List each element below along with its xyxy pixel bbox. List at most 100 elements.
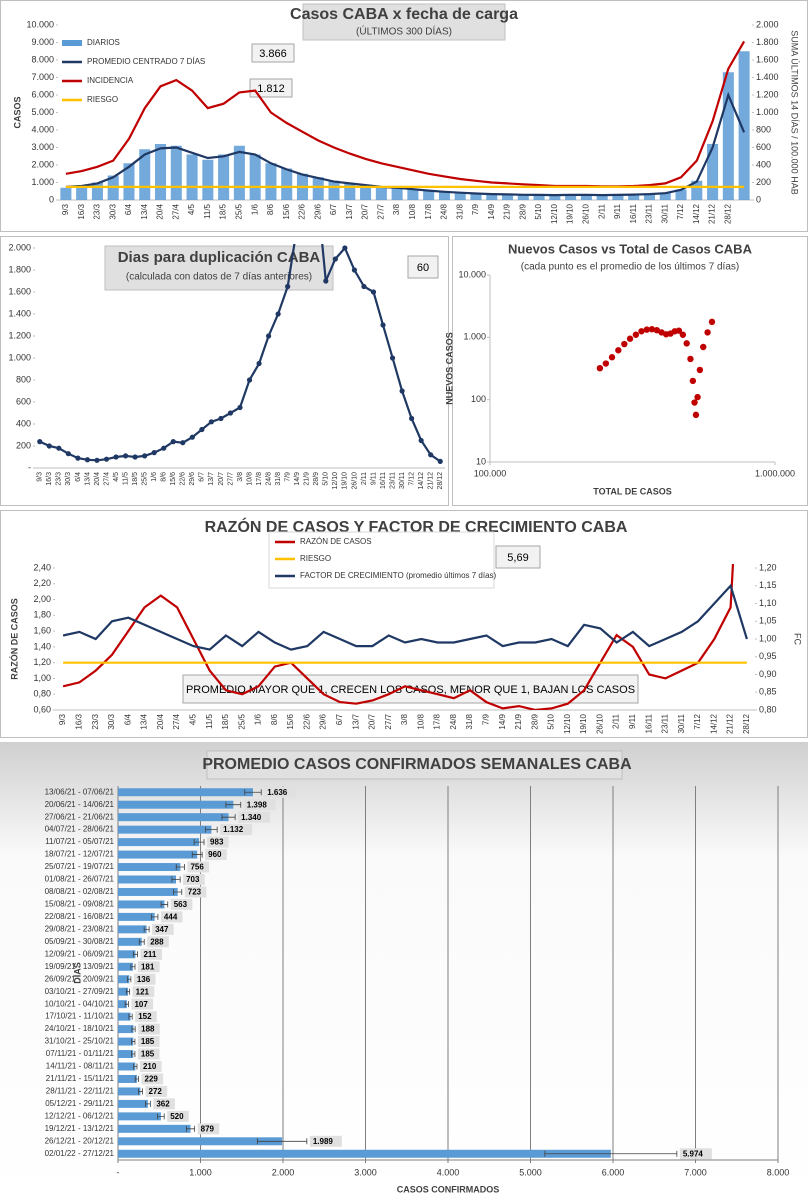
- y-tick-label: 08/08/21 - 02/08/21: [45, 887, 115, 896]
- point: [437, 458, 443, 464]
- x-tick-label: 6/7: [329, 203, 338, 215]
- y2-tick-label: 600: [756, 142, 771, 152]
- value-label: 185: [141, 1037, 155, 1046]
- x-tick-label: 28/12: [437, 472, 444, 490]
- point: [608, 354, 616, 361]
- value-label-bg: [139, 1061, 162, 1072]
- bar: [118, 912, 155, 921]
- x-tick-label: 23/11: [389, 472, 396, 489]
- bar: [596, 195, 608, 200]
- bar: [186, 154, 198, 200]
- x-tick-label: 1.000: [189, 1167, 212, 1177]
- value-label-bg: [197, 1123, 220, 1135]
- point: [428, 452, 434, 458]
- bar: [118, 825, 212, 834]
- error-bar: [128, 1013, 133, 1020]
- legend-label: RIESGO: [87, 95, 118, 104]
- point: [694, 393, 701, 401]
- value-label-bg: [132, 986, 155, 998]
- legend-swatch: [62, 40, 82, 46]
- value-label-bg: [309, 1135, 342, 1147]
- bar: [738, 51, 750, 200]
- y-tick-label: 29/08/21 - 23/08/21: [45, 924, 115, 933]
- x-tick-label: 28/9: [530, 713, 539, 729]
- bar: [344, 183, 356, 200]
- point: [246, 377, 253, 383]
- y-tick-label: 1,80: [33, 610, 51, 620]
- x-tick-label: 30/11: [660, 203, 669, 223]
- error-bar: [127, 976, 132, 983]
- plot-area: [60, 40, 750, 200]
- x-tick-label: 9/11: [370, 472, 377, 485]
- x-tick-label: 28/9: [518, 203, 527, 219]
- y-axis-label: RAZÓN DE CASOS: [8, 598, 19, 680]
- x-tick-label: 17/8: [433, 713, 442, 729]
- x-tick-label: 21/12: [726, 713, 735, 734]
- point: [75, 455, 81, 461]
- y-tick-label: 1,20: [33, 657, 51, 667]
- bar: [486, 193, 498, 200]
- x-tick-label: 20/4: [156, 203, 165, 219]
- value-label: 272: [149, 1087, 163, 1096]
- y-tick-label: 2.000: [31, 159, 54, 169]
- x-tick-label: 10/8: [408, 203, 417, 219]
- bar: [118, 800, 234, 809]
- x-tick-label: 7/9: [482, 713, 491, 725]
- y-tick-label: 2,20: [33, 578, 51, 588]
- x-tick-label: 14/9: [498, 713, 507, 729]
- y2-tick-label: 1.800: [756, 37, 779, 47]
- y-tick-label: 0,80: [33, 689, 51, 699]
- x-tick-label: 1/6: [151, 472, 158, 482]
- bar: [423, 190, 435, 200]
- annotation: 3.866: [259, 48, 287, 60]
- bar: [233, 145, 245, 200]
- legend-label: DIARIOS: [87, 38, 120, 47]
- point: [380, 322, 386, 328]
- point: [626, 335, 634, 342]
- bar: [502, 194, 514, 200]
- value-label-bg: [243, 799, 276, 811]
- error-bar: [143, 926, 150, 933]
- value-label-bg: [137, 961, 160, 973]
- bar: [155, 144, 167, 200]
- x-tick-label: 12/10: [550, 203, 559, 224]
- value-label-bg: [205, 849, 227, 861]
- value-label-bg: [147, 936, 169, 948]
- x-tick-label: 16/11: [629, 203, 638, 223]
- error-bar: [137, 1088, 143, 1095]
- bar: [438, 191, 450, 200]
- point: [103, 456, 110, 462]
- point: [689, 377, 697, 385]
- bar: [281, 168, 293, 200]
- x-tick-label: 4/5: [188, 713, 197, 725]
- x-tick-label: 8/6: [270, 713, 279, 725]
- bar: [123, 163, 135, 200]
- y-tick-label: 800: [16, 374, 31, 384]
- bar: [549, 194, 561, 200]
- y-tick-label: 11/07/21 - 05/07/21: [45, 837, 114, 846]
- point: [180, 440, 186, 446]
- x-tick-label: 25/5: [141, 472, 148, 486]
- chart-subtitle: (ÚLTIMOS 300 DÍAS): [356, 25, 452, 38]
- bar: [118, 1025, 134, 1034]
- bar: [118, 987, 128, 996]
- y-tick-label: 27/06/21 - 21/06/21: [45, 812, 115, 821]
- value-label-bg: [679, 1148, 712, 1160]
- x-tick-label: 14/12: [709, 713, 718, 734]
- x-tick-label: 9/3: [37, 472, 44, 482]
- x-tick-label: 10/8: [416, 713, 425, 729]
- bar: [118, 788, 253, 797]
- point: [648, 326, 656, 333]
- y-tick-label: 1,00: [33, 673, 51, 683]
- title-box: [206, 750, 623, 780]
- y2-tick-label: 1,10: [759, 598, 777, 608]
- annotation-box: [182, 674, 639, 704]
- x-tick-label: 7/9: [285, 472, 292, 482]
- x-tick-label: 16/11: [644, 713, 653, 733]
- bar: [118, 1124, 191, 1133]
- bar: [118, 838, 200, 847]
- error-bar: [134, 1075, 139, 1082]
- bar: [675, 189, 687, 200]
- x-tick-label: 31/8: [275, 472, 282, 486]
